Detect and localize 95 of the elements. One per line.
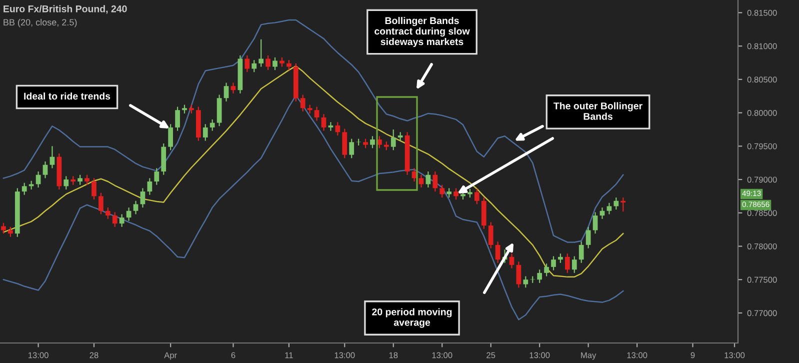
candlestick — [572, 256, 577, 274]
candlestick — [8, 226, 13, 238]
annotation: Bollinger Bands contract during slow sideways markets — [374, 16, 470, 48]
candlestick — [474, 188, 480, 205]
candlestick — [1, 222, 6, 234]
candlestick — [126, 206, 132, 222]
candlestick — [168, 124, 174, 151]
candlestick — [495, 241, 500, 264]
candlestick — [488, 222, 494, 249]
candlestick — [105, 206, 110, 220]
annotation: Ideal to ride trends — [24, 92, 110, 100]
candlestick — [454, 188, 458, 200]
candlestick — [606, 202, 612, 215]
candlestick — [252, 60, 257, 73]
candlestick — [516, 261, 522, 288]
x-tick-label: 28 — [90, 352, 98, 358]
y-tick-label: 0.80000 — [747, 110, 777, 116]
candlestick — [523, 276, 528, 288]
candlestick — [614, 196, 619, 210]
x-tick-label: 13:00 — [334, 352, 355, 358]
candlestick — [78, 174, 83, 186]
candlestick — [300, 94, 306, 112]
chart-title: Euro Fx/British Pound, 240 — [4, 5, 127, 14]
candlestick — [537, 269, 542, 284]
candlestick — [349, 138, 354, 159]
candlestick — [244, 54, 250, 73]
x-tick-label: 13:00 — [28, 352, 48, 358]
x-tick-label: 18 — [389, 352, 398, 358]
x-tick-label: Apr — [164, 352, 177, 360]
y-tick-label: 0.79500 — [747, 143, 777, 150]
candlestick — [133, 200, 138, 215]
y-tick-label: 0.81000 — [747, 43, 777, 50]
candlestick — [440, 184, 445, 198]
x-tick-label: 25 — [486, 352, 496, 358]
candlestick — [224, 82, 229, 102]
candlestick — [363, 138, 368, 149]
y-tick-label: 0.80500 — [747, 76, 777, 83]
candlestick — [280, 56, 284, 68]
x-tick-label: 9 — [690, 352, 695, 358]
candlestick — [432, 170, 438, 192]
candlestick — [147, 178, 152, 196]
candlestick — [321, 114, 326, 132]
candlestick — [286, 60, 292, 71]
text: BB (20, close, 2.5) — [4, 18, 77, 28]
candlestick — [564, 253, 570, 274]
candlestick — [551, 256, 556, 271]
x-tick-label: 11 — [285, 352, 293, 358]
candlestick — [119, 214, 124, 228]
candlestick — [210, 118, 215, 132]
candlestick — [314, 106, 320, 122]
candlestick — [140, 188, 146, 208]
candlestick — [50, 146, 55, 169]
candlestick — [258, 38, 264, 68]
candlestick — [620, 196, 626, 212]
x-tick-label: 13:00 — [627, 352, 648, 358]
y-tick-label: 0.79000 — [747, 176, 777, 183]
candlestick — [544, 263, 549, 277]
y-tick-label: 0.77500 — [747, 276, 777, 283]
annotation: 20 period moving average — [372, 308, 452, 328]
candlestick — [22, 182, 27, 196]
candlestick — [154, 168, 160, 186]
x-tick-label: May — [581, 352, 596, 360]
candlestick — [272, 56, 278, 71]
candlestick — [230, 82, 236, 94]
candlestick — [509, 253, 514, 269]
candlestick — [335, 122, 340, 136]
candlestick — [42, 160, 48, 179]
candlestick — [64, 176, 69, 190]
candlestick — [426, 170, 431, 188]
candlestick — [446, 188, 452, 198]
candlestick — [202, 124, 208, 142]
x-tick-label: 13:00 — [432, 352, 452, 358]
candlestick — [266, 54, 270, 71]
y-tick-label: 0.77000 — [747, 310, 777, 316]
candlestick — [592, 212, 598, 234]
candlestick — [175, 106, 180, 132]
y-tick-label: 0.81500 — [747, 10, 777, 16]
candlestick — [578, 241, 584, 264]
x-tick-label: 6 — [231, 352, 236, 358]
candlestick — [558, 253, 563, 264]
y-tick-label: 0.78000 — [747, 243, 777, 250]
candlestick — [418, 174, 424, 188]
candlestick — [98, 192, 104, 215]
candlestick — [370, 136, 375, 149]
candlestick — [112, 212, 118, 228]
x-tick-label: 13:00 — [530, 352, 550, 358]
x-tick-label: 13:00 — [724, 352, 745, 358]
annotation: The outer Bollinger Bands — [554, 102, 642, 120]
y-tick-label: 0.78500 — [747, 210, 777, 216]
candlestick — [328, 122, 334, 132]
candlestick — [92, 178, 96, 200]
candlestick — [586, 226, 591, 249]
candlestick — [84, 174, 90, 186]
candlestick — [390, 128, 396, 151]
candlestick — [342, 128, 348, 159]
